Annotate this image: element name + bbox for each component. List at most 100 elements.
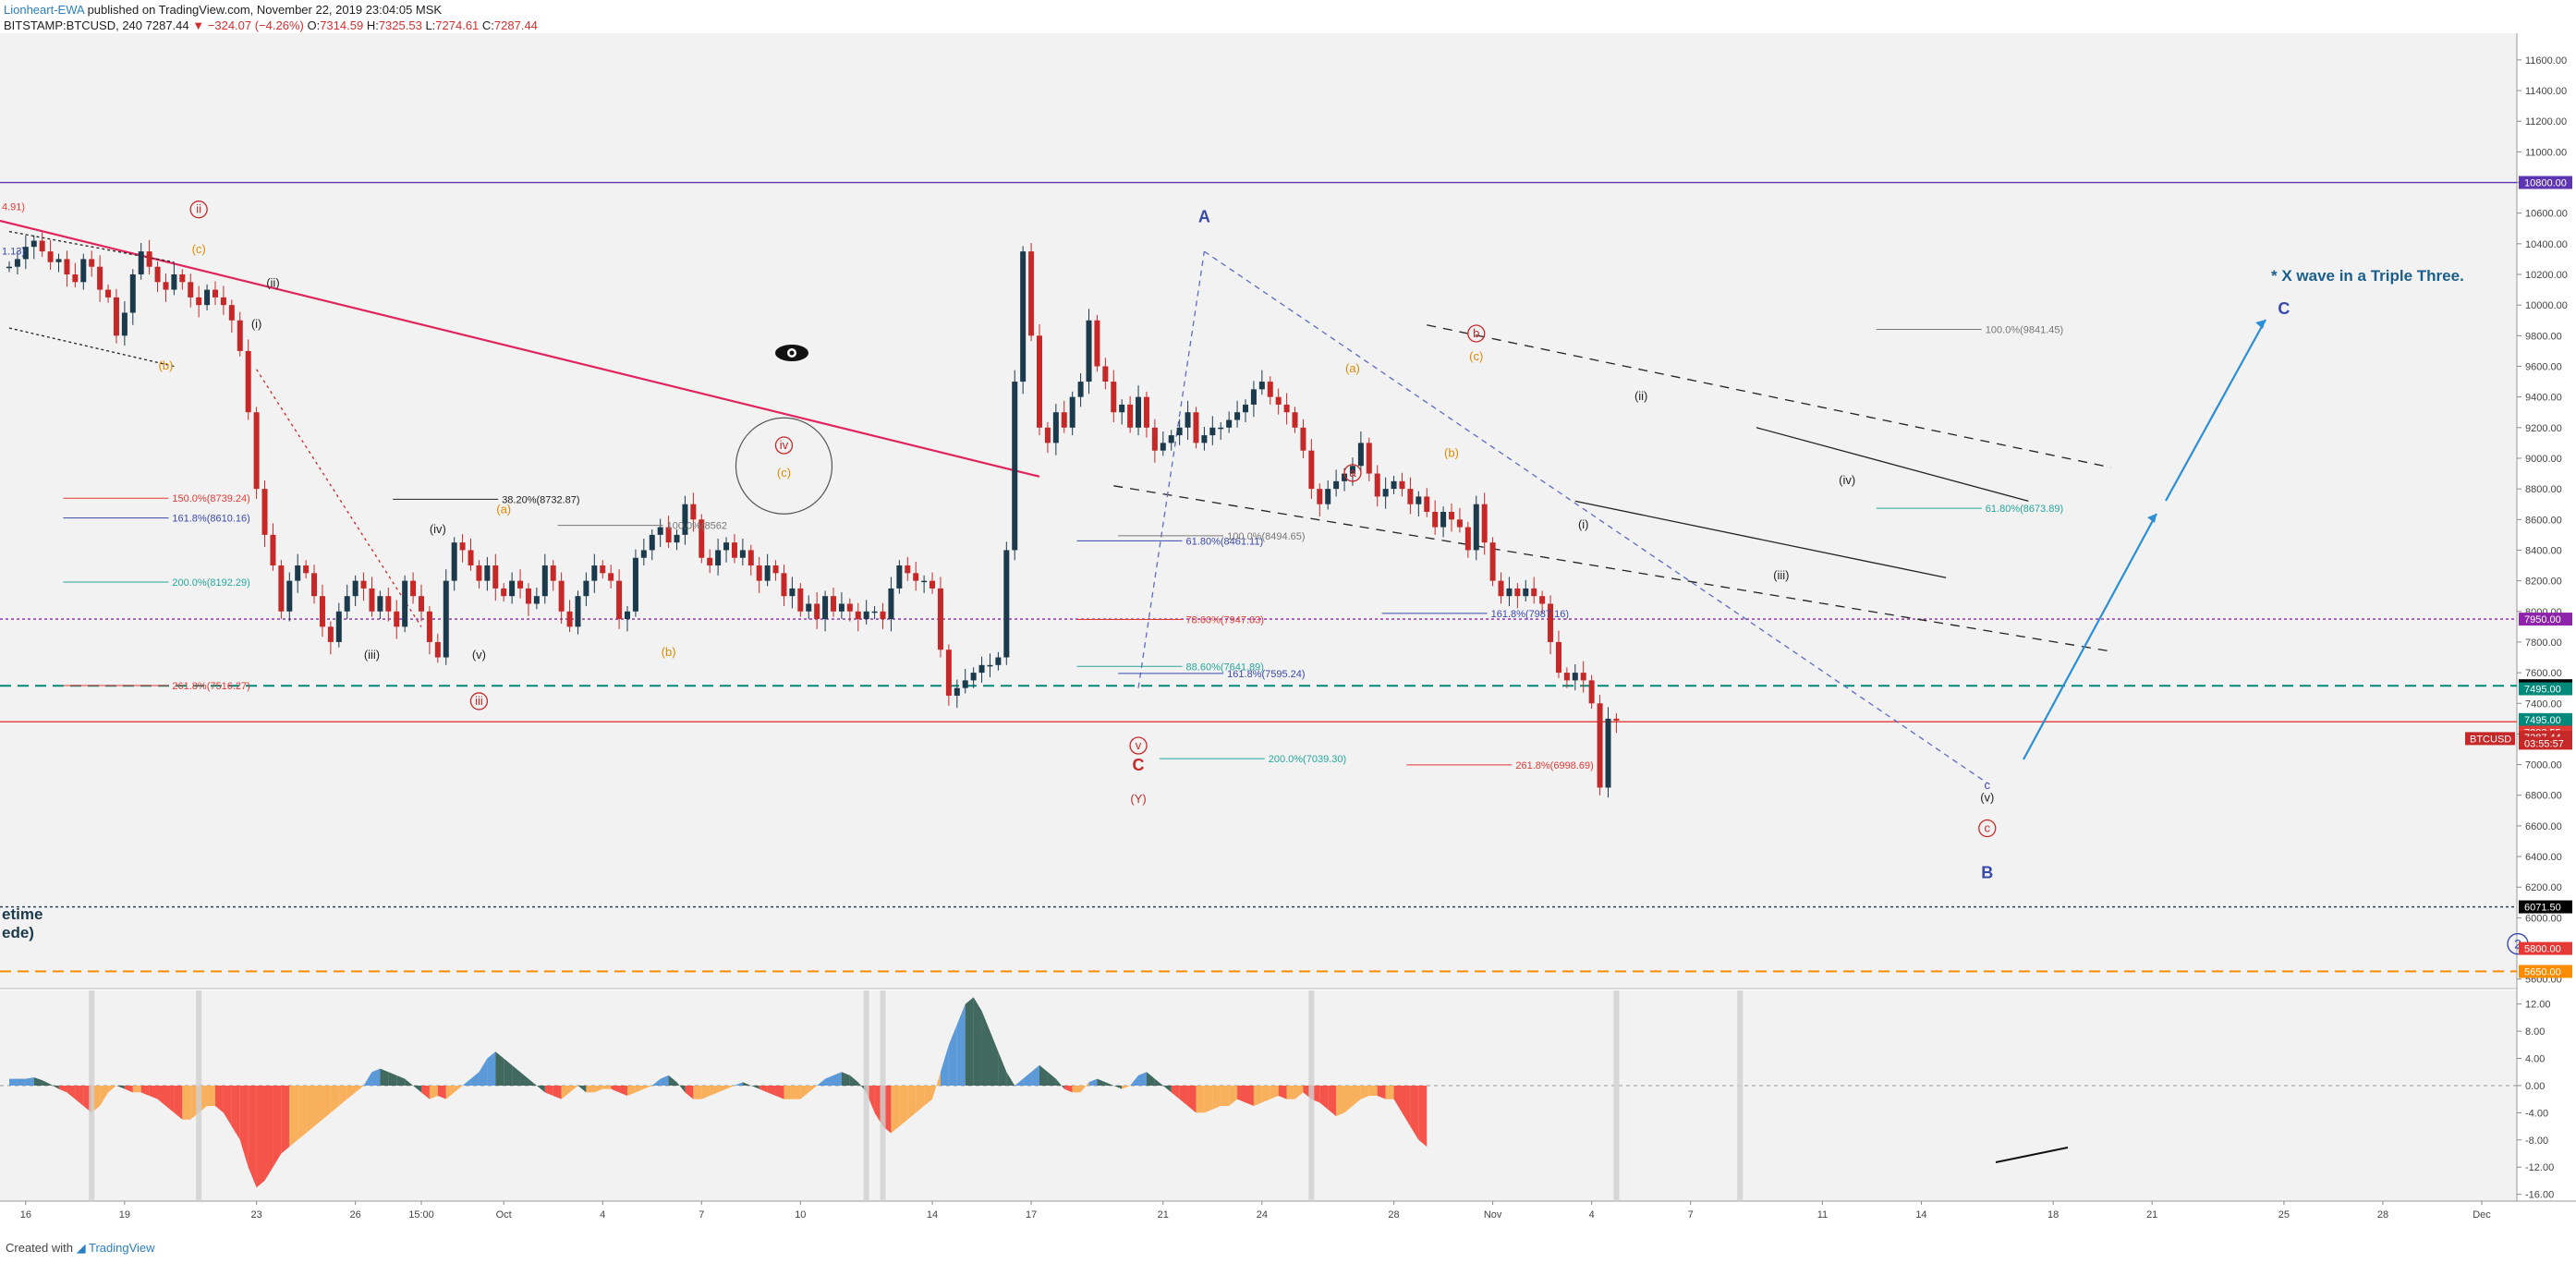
oscillator-area (635, 1085, 644, 1093)
oscillator-area (668, 1075, 677, 1086)
price-tick-label: 10400.00 (2525, 239, 2568, 250)
oscillator-area (676, 1082, 686, 1093)
time-tick-label: 21 (1158, 1209, 1169, 1220)
candle-body (146, 251, 152, 267)
candle-body (888, 588, 894, 620)
oscillator-area (248, 1085, 257, 1188)
osc-tick-label: 0.00 (2525, 1081, 2545, 1092)
oscillator-area (231, 1085, 240, 1140)
candle-body (674, 534, 680, 543)
oscillator-area (1171, 1085, 1180, 1099)
oscillator-area (1377, 1085, 1386, 1099)
oscillator-area (75, 1085, 84, 1107)
tradingview-brand[interactable]: TradingView (89, 1241, 155, 1255)
oscillator-area (273, 1085, 282, 1168)
candle-body (517, 580, 524, 589)
oscillator-area (718, 1085, 727, 1093)
candle-body (1020, 251, 1027, 383)
oscillator-area (1080, 1082, 1089, 1093)
candle-body (335, 611, 342, 642)
clipped-edge-label: etime (2, 905, 43, 923)
oscillator-area (445, 1085, 455, 1099)
oscillator-area (1187, 1085, 1197, 1113)
pink-trendline (0, 219, 1040, 478)
candle-body (377, 596, 383, 612)
wave-label: (v) (1980, 790, 1994, 804)
candle-body (1531, 588, 1537, 597)
oscillator-area (1031, 1064, 1039, 1086)
candle-body (747, 550, 754, 566)
oscillator-area (1261, 1085, 1270, 1103)
osc-tick-label: -12.00 (2525, 1162, 2554, 1173)
oscillator-area (586, 1085, 595, 1093)
candle-body (665, 527, 672, 543)
candle-body (55, 259, 62, 262)
time-tick-label: 24 (1257, 1209, 1268, 1220)
eye-icon (775, 345, 808, 361)
candle-body (1449, 512, 1454, 520)
channel-line (1574, 500, 1947, 578)
wave-label-circle (774, 436, 794, 455)
fib-level-label: 38.20%(8732.87) (502, 494, 579, 505)
candle-body (608, 573, 614, 581)
candle-body (1555, 641, 1561, 674)
candle-body (1342, 473, 1348, 481)
oscillator-area (33, 1077, 43, 1086)
candle-body (64, 259, 70, 274)
candle-body (905, 565, 911, 574)
wave-label: (a) (1345, 361, 1360, 375)
time-tick-label: 7 (699, 1209, 704, 1220)
oscillator-area (784, 1085, 793, 1099)
publish-line: Lionheart-EWA published on TradingView.c… (4, 3, 442, 17)
oscillator-area (1015, 1078, 1024, 1086)
oscillator-area (454, 1085, 463, 1093)
author-link[interactable]: Lionheart-EWA (4, 3, 84, 17)
wave-label: (c) (777, 466, 791, 480)
candle-body (575, 596, 581, 627)
oscillator-area (215, 1085, 224, 1113)
clipped-edge-label: ede) (2, 924, 34, 941)
oscillator-area (25, 1077, 34, 1086)
price-tick-label: 11600.00 (2525, 55, 2567, 67)
time-tick-label: 26 (350, 1209, 361, 1220)
oscillator-area (1229, 1085, 1238, 1107)
oscillator-area (479, 1058, 488, 1086)
time-tick-label: 17 (1026, 1209, 1037, 1220)
time-tick-label: 28 (2377, 1209, 2388, 1220)
wave-label: A (1198, 208, 1210, 226)
candle-body (707, 557, 713, 566)
price-tag-bg (2519, 965, 2572, 978)
tradingview-logo-icon[interactable]: ◢ (76, 1241, 86, 1255)
candle-body (369, 588, 375, 612)
oscillator-area (346, 1085, 356, 1099)
candle-body (831, 596, 836, 612)
oscillator-area (115, 1085, 125, 1089)
arrow-head (2147, 514, 2157, 523)
oscillator-area (1196, 1085, 1205, 1113)
oscillator-area (1253, 1085, 1262, 1107)
candle-body (625, 611, 630, 620)
oscillator-area (314, 1085, 322, 1127)
candle-body (303, 565, 310, 574)
candle-body (426, 611, 432, 642)
price-tick-label: 8200.00 (2525, 577, 2562, 588)
wave-label: B (1981, 863, 1993, 881)
candle-body (583, 580, 589, 597)
oscillator-area (1221, 1085, 1230, 1107)
candle-body (970, 673, 977, 681)
oscillator-area (42, 1080, 51, 1086)
footer: Created with ◢ TradingView (6, 1241, 155, 1256)
oscillator-area (1105, 1082, 1114, 1086)
fib-level-label: 100.0%(8562 (667, 521, 727, 532)
price-tag-bg (2519, 941, 2572, 955)
wave-label-circle (1343, 464, 1362, 482)
oscillator-area (775, 1085, 784, 1099)
oscillator-area (1138, 1072, 1147, 1086)
candle-body (311, 573, 318, 597)
price-tick-label: 8400.00 (2525, 545, 2562, 556)
candle-body (196, 297, 202, 306)
oscillator-area (470, 1072, 480, 1086)
oscillator-area (1088, 1078, 1098, 1086)
oscillator-marker-bar (1737, 990, 1744, 1201)
